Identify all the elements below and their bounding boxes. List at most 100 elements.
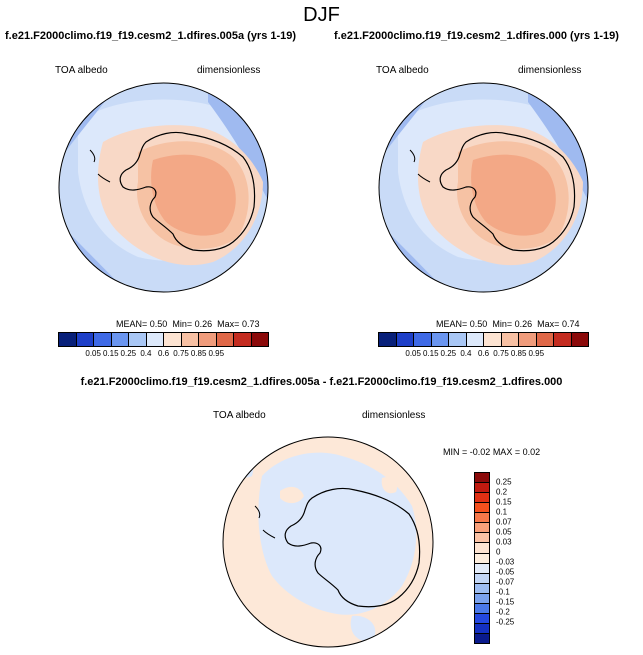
panel-1-colorbar: 0.05 0.15 0.25 0.4 0.6 0.75 0.85 0.95 bbox=[58, 332, 269, 360]
ice-core-region bbox=[151, 154, 236, 236]
panel-2-stats: MEAN= 0.50 Min= 0.26 Max= 0.74 bbox=[436, 319, 579, 329]
colorbar-tick-label: 0.85 bbox=[190, 349, 207, 358]
colorbar-swatch bbox=[475, 483, 489, 494]
colorbar-tick-label: 0.4 bbox=[460, 349, 472, 358]
colorbar-tick-label: 0.25 bbox=[440, 349, 457, 358]
colorbar-swatch bbox=[59, 333, 77, 346]
colorbar-tick-label: 0.03 bbox=[496, 537, 512, 547]
colorbar-swatch bbox=[554, 333, 572, 346]
colorbar-swatch bbox=[571, 333, 588, 346]
colorbar-swatch bbox=[519, 333, 537, 346]
panel-2-units-label: dimensionless bbox=[518, 65, 582, 76]
colorbar-tick-label: 0.07 bbox=[496, 517, 512, 527]
diff-min-value: -0.02 bbox=[469, 447, 491, 457]
diff-max-label: MAX = bbox=[492, 447, 521, 457]
panel-1-min-value: 0.26 bbox=[194, 319, 213, 329]
panel-2-min-label: Min= bbox=[492, 319, 513, 329]
colorbar-swatch bbox=[466, 333, 484, 346]
colorbar-swatch bbox=[396, 333, 414, 346]
colorbar-swatch bbox=[251, 333, 268, 346]
colorbar-swatch bbox=[216, 333, 234, 346]
panel-2-colorbar-swatches bbox=[378, 332, 589, 347]
panel-1-variable-label: TOA albedo bbox=[55, 65, 108, 76]
colorbar-swatch bbox=[475, 473, 489, 484]
colorbar-tick-label: 0.15 bbox=[102, 349, 119, 358]
colorbar-tick-label: -0.1 bbox=[496, 587, 510, 597]
colorbar-tick-label: 0.15 bbox=[496, 497, 512, 507]
colorbar-swatch bbox=[475, 533, 489, 544]
colorbar-tick-label: 0.05 bbox=[405, 349, 421, 358]
colorbar-swatch bbox=[94, 333, 112, 346]
diff-neg-region bbox=[409, 605, 425, 627]
diff-variable-label: TOA albedo bbox=[213, 410, 266, 421]
colorbar-tick-label: 0.75 bbox=[493, 349, 509, 358]
colorbar-tick-label: 0.95 bbox=[208, 349, 225, 358]
colorbar-swatch bbox=[475, 543, 489, 554]
colorbar-swatch bbox=[475, 493, 489, 504]
panel-2-polar-map bbox=[378, 82, 589, 293]
colorbar-swatch bbox=[199, 333, 217, 346]
panel-2-mean-label: MEAN= bbox=[436, 319, 468, 329]
colorbar-tick-label: 0.2 bbox=[496, 487, 508, 497]
colorbar-swatch bbox=[146, 333, 164, 346]
panel-1-max-value: 0.73 bbox=[241, 319, 260, 329]
colorbar-tick-label: 0.6 bbox=[477, 349, 490, 358]
colorbar-swatch bbox=[475, 553, 489, 564]
panel-1-min-label: Min= bbox=[172, 319, 193, 329]
colorbar-tick-label: 0.1 bbox=[496, 507, 508, 517]
panel-1-run-title: f.e21.F2000climo.f19_f19.cesm2_1.dfires.… bbox=[5, 30, 297, 42]
panel-1-max-label: Max= bbox=[217, 319, 240, 329]
colorbar-swatch bbox=[449, 333, 467, 346]
colorbar-swatch bbox=[414, 333, 432, 346]
colorbar-tick-label: 0.25 bbox=[496, 477, 512, 487]
colorbar-swatch bbox=[475, 563, 489, 574]
colorbar-swatch bbox=[536, 333, 554, 346]
diff-min-label: MIN = bbox=[443, 447, 468, 457]
colorbar-swatch bbox=[164, 333, 182, 346]
colorbar-tick-label: 0.6 bbox=[157, 349, 170, 358]
diff-colorbar-swatches bbox=[474, 472, 490, 644]
colorbar-tick-label: -0.07 bbox=[496, 577, 515, 587]
colorbar-swatch bbox=[475, 603, 489, 614]
diff-neg-region bbox=[231, 453, 254, 478]
page-title: DJF bbox=[303, 4, 340, 26]
colorbar-swatch bbox=[475, 523, 489, 534]
diff-title: f.e21.F2000climo.f19_f19.cesm2_1.dfires.… bbox=[80, 376, 563, 388]
panel-1-units-label: dimensionless bbox=[197, 65, 261, 76]
diff-max-value: 0.02 bbox=[522, 447, 541, 457]
colorbar-tick-label: 0.05 bbox=[85, 349, 101, 358]
colorbar-tick-label: 0.05 bbox=[496, 527, 512, 537]
colorbar-swatch bbox=[475, 503, 489, 514]
colorbar-swatch bbox=[379, 333, 397, 346]
colorbar-swatch bbox=[475, 583, 489, 594]
panel-2-max-label: Max= bbox=[537, 319, 560, 329]
diff-pos-region bbox=[280, 486, 304, 504]
colorbar-swatch bbox=[234, 333, 252, 346]
colorbar-swatch bbox=[475, 513, 489, 524]
colorbar-tick-label: -0.03 bbox=[496, 557, 515, 567]
panel-1-stats: MEAN= 0.50 Min= 0.26 Max= 0.73 bbox=[116, 319, 259, 329]
colorbar-tick-label: 0.85 bbox=[510, 349, 527, 358]
colorbar-swatch bbox=[111, 333, 129, 346]
colorbar-swatch bbox=[431, 333, 449, 346]
diff-neg-region bbox=[350, 615, 376, 642]
colorbar-swatch bbox=[475, 623, 489, 634]
colorbar-swatch bbox=[475, 593, 489, 604]
panel-1-mean-value: 0.50 bbox=[149, 319, 168, 329]
panel-1-colorbar-swatches bbox=[58, 332, 269, 347]
colorbar-swatch bbox=[181, 333, 199, 346]
diff-polar-map bbox=[222, 436, 434, 648]
panel-2-variable-label: TOA albedo bbox=[376, 65, 429, 76]
panel-2-min-value: 0.26 bbox=[514, 319, 533, 329]
colorbar-swatch bbox=[475, 634, 489, 644]
panel-2-colorbar: 0.05 0.15 0.25 0.4 0.6 0.75 0.85 0.95 bbox=[378, 332, 589, 360]
colorbar-tick-label: 0.95 bbox=[528, 349, 545, 358]
colorbar-swatch bbox=[475, 573, 489, 584]
diff-stats: MIN = -0.02 MAX = 0.02 bbox=[443, 447, 540, 457]
colorbar-tick-label: -0.2 bbox=[496, 607, 510, 617]
colorbar-tick-label: -0.15 bbox=[496, 597, 515, 607]
colorbar-tick-label: 0.75 bbox=[173, 349, 189, 358]
diff-colorbar: 0.25 0.2 0.15 0.1 0.07 0.05 0.03 0 -0.03 -0.05 -0.… bbox=[474, 472, 534, 644]
colorbar-swatch bbox=[129, 333, 147, 346]
panel-2-mean-value: 0.50 bbox=[469, 319, 488, 329]
